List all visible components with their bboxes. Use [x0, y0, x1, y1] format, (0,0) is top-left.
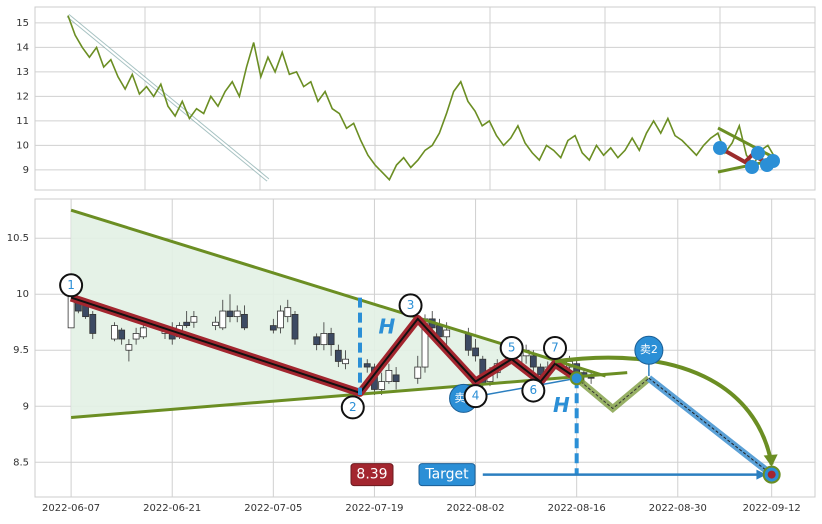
point-label: 6 — [530, 383, 538, 397]
candle-body — [118, 329, 126, 340]
candle-body — [334, 349, 342, 362]
target-path-inner — [648, 377, 772, 475]
target-box — [418, 463, 476, 487]
candle-body — [378, 381, 386, 390]
curve-arrowhead — [763, 454, 778, 467]
x-tick-label: 2022-08-02 — [446, 503, 504, 514]
point-marker — [499, 336, 524, 360]
x-tick-label: 2022-06-21 — [143, 503, 201, 514]
point-label: 1 — [67, 278, 75, 292]
candle-body — [414, 366, 422, 379]
point-marker — [59, 273, 84, 298]
candle-body — [537, 366, 544, 376]
x-tick-label: 2022-06-07 — [42, 503, 100, 514]
candle-body — [269, 325, 277, 331]
point-label: 7 — [551, 341, 559, 355]
pivot-marker — [569, 371, 584, 386]
y-tick-label: 10 — [16, 140, 29, 151]
value-box — [350, 463, 394, 487]
projection-inner — [576, 377, 650, 410]
candle-body — [291, 313, 299, 340]
y-tick-label: 10 — [16, 289, 29, 300]
candle-body — [139, 327, 147, 338]
point-marker — [521, 378, 546, 403]
candle-body — [226, 310, 234, 318]
height-label: H — [553, 393, 570, 417]
bottom-layer: 8.5 9 9.5 10 10.5 2022-06-07 2022-06-21 2022-07… — [7, 199, 815, 514]
x-tick-label: 2022-07-19 — [345, 503, 403, 514]
candle-body — [125, 344, 133, 351]
y-tick-label: 8.5 — [13, 457, 29, 468]
x-tick-label: 2022-08-30 — [649, 503, 707, 514]
candle-body — [529, 355, 537, 368]
sell2-label: 卖2 — [640, 343, 658, 356]
candle-body — [233, 310, 241, 318]
height-label: H — [378, 314, 395, 338]
candle-body — [385, 370, 393, 383]
candle-body — [392, 374, 400, 383]
target-value: 8.39 — [356, 467, 387, 483]
point-label: 3 — [407, 298, 415, 312]
point-marker — [543, 336, 567, 360]
target-arrowhead — [756, 469, 767, 480]
y-tick-label: 13 — [16, 67, 29, 78]
top-panel — [34, 6, 816, 191]
trend-arrow-inner — [67, 14, 269, 181]
y-tick-label: 14 — [16, 42, 29, 53]
y-tick-label: 15 — [16, 18, 29, 29]
point-label: 2 — [349, 400, 357, 414]
candle-body — [443, 329, 451, 338]
candle-body — [472, 347, 479, 357]
x-tick-label: 2022-07-05 — [244, 503, 302, 514]
point-label: 5 — [508, 341, 516, 355]
candle-body — [183, 321, 191, 326]
candle-body — [111, 325, 118, 340]
point-marker — [463, 384, 488, 409]
y-tick-label: 9.5 — [13, 345, 29, 356]
candle-body — [277, 310, 284, 329]
x-tick-label: 2022-08-16 — [548, 503, 606, 514]
end-marker — [713, 141, 727, 155]
y-tick-label: 9 — [23, 401, 29, 412]
candle-body — [219, 310, 227, 329]
candle-body — [363, 363, 371, 368]
candle-body — [284, 307, 292, 318]
candle-body — [190, 316, 198, 323]
candle-body — [587, 376, 595, 379]
candle-body — [320, 333, 328, 346]
triangle-area — [71, 210, 606, 418]
y-tick-label: 12 — [16, 91, 29, 102]
point-label: 4 — [472, 389, 480, 403]
candle-body — [313, 336, 321, 346]
zigzag-inner — [70, 296, 578, 394]
end-marker — [751, 146, 765, 160]
candle-body — [89, 313, 97, 334]
candle-body — [327, 333, 335, 346]
candle-body — [132, 333, 140, 340]
y-tick-label: 9 — [23, 165, 29, 176]
candle-body — [212, 321, 219, 326]
top-vgrid — [144, 7, 721, 190]
top-layer: 9 10 11 12 13 14 15 — [16, 14, 815, 182]
x-tick-label: 2022-09-12 — [743, 503, 801, 514]
y-tick-label: 10.5 — [7, 233, 29, 244]
target-label: Target — [424, 467, 469, 483]
candle-body — [342, 358, 349, 365]
end-marker — [766, 154, 780, 168]
y-tick-label: 11 — [16, 116, 29, 127]
point-marker — [340, 395, 365, 420]
target-marker-core — [767, 470, 776, 479]
point-marker — [398, 293, 423, 318]
price-line — [67, 15, 776, 182]
candle-body — [464, 333, 472, 351]
candle-body — [241, 313, 248, 329]
sell2-marker — [634, 335, 664, 365]
curve-arrow — [554, 355, 774, 465]
end-marker — [745, 160, 759, 174]
